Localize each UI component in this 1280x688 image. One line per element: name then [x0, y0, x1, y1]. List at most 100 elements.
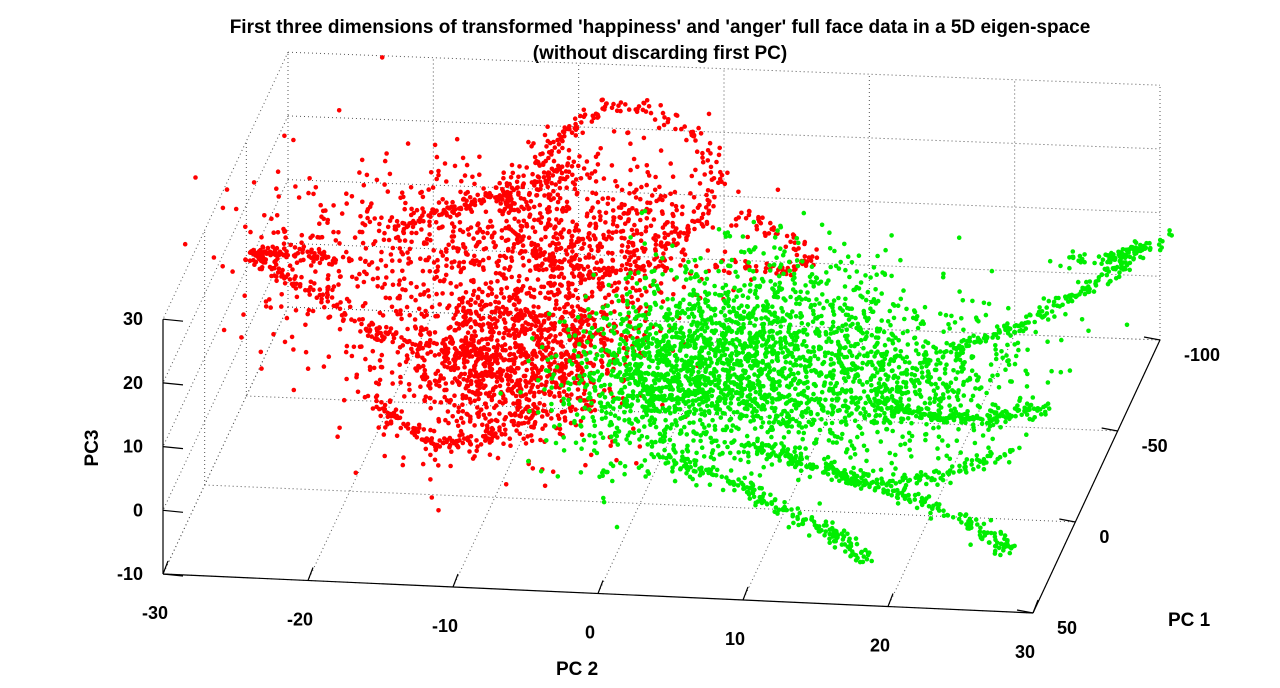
data-point: [543, 295, 548, 301]
data-point: [400, 220, 405, 226]
data-point: [802, 254, 808, 259]
data-point: [592, 423, 598, 429]
data-point: [497, 399, 503, 405]
data-point: [829, 420, 835, 426]
data-point: [489, 334, 495, 339]
data-point: [728, 396, 734, 401]
data-point: [448, 214, 453, 220]
data-point: [271, 230, 277, 235]
data-point: [705, 158, 711, 163]
data-point: [668, 256, 674, 261]
data-point: [444, 257, 450, 262]
data-point: [325, 292, 331, 298]
data-point: [653, 242, 659, 247]
data-point: [804, 332, 810, 337]
data-point: [700, 155, 705, 160]
data-point: [590, 205, 595, 210]
data-point: [303, 349, 309, 355]
data-point: [747, 387, 753, 393]
data-point: [738, 358, 743, 364]
data-point: [377, 221, 382, 227]
data-point: [299, 232, 305, 238]
data-point: [703, 431, 708, 437]
data-point: [811, 391, 816, 397]
data-point: [610, 399, 616, 405]
data-point: [720, 427, 726, 433]
data-point: [757, 284, 762, 290]
data-point: [367, 219, 373, 225]
data-point: [306, 307, 312, 313]
data-point: [729, 223, 734, 228]
data-point: [605, 367, 610, 373]
data-point: [595, 112, 600, 117]
data-point: [709, 189, 715, 194]
data-point: [570, 322, 575, 328]
data-point: [622, 464, 628, 469]
data-point: [649, 444, 655, 449]
data-point: [506, 246, 511, 252]
data-point: [514, 428, 519, 433]
data-point: [675, 241, 680, 246]
data-point: [536, 304, 541, 310]
data-point: [361, 279, 367, 285]
data-point: [283, 252, 288, 258]
data-point: [596, 328, 601, 333]
data-point: [723, 383, 728, 388]
data-point: [531, 304, 536, 309]
data-point: [402, 394, 407, 399]
data-point: [513, 393, 519, 399]
data-point: [353, 470, 359, 476]
data-point: [633, 195, 639, 200]
data-point: [828, 356, 834, 362]
data-point: [528, 433, 534, 438]
data-point: [669, 363, 674, 369]
data-point: [408, 212, 414, 218]
data-point: [741, 322, 746, 327]
data-point: [585, 264, 591, 270]
data-point: [425, 351, 430, 356]
data-point: [604, 410, 609, 416]
data-point: [410, 341, 415, 347]
data-point: [275, 169, 281, 174]
data-point: [519, 248, 524, 254]
data-point: [574, 222, 579, 228]
data-point: [626, 107, 632, 112]
data-point: [642, 241, 647, 246]
data-point: [536, 327, 541, 333]
data-point: [697, 202, 702, 208]
data-point: [510, 316, 515, 322]
data-point: [347, 304, 353, 310]
data-point: [648, 110, 654, 116]
data-point: [432, 330, 438, 335]
data-point: [652, 417, 658, 423]
data-point: [376, 425, 382, 430]
data-point: [545, 138, 551, 144]
data-point: [434, 154, 440, 160]
data-point: [830, 520, 835, 525]
data-point: [468, 434, 474, 439]
data-point: [511, 352, 517, 357]
data-point: [689, 269, 694, 274]
data-point: [753, 317, 759, 322]
data-point: [394, 433, 400, 439]
x-tick-mark: [1032, 599, 1039, 614]
data-point: [470, 389, 475, 395]
data-point: [517, 273, 522, 279]
data-point: [623, 334, 629, 340]
data-point: [484, 357, 490, 363]
data-point: [421, 282, 426, 287]
data-point: [258, 349, 264, 355]
data-point: [495, 318, 500, 324]
data-point: [693, 167, 698, 173]
data-point: [428, 427, 433, 433]
data-point: [463, 191, 469, 196]
data-point: [402, 206, 408, 212]
data-point: [182, 241, 188, 247]
data-point: [770, 336, 776, 342]
data-point: [431, 260, 437, 265]
data-point: [441, 376, 447, 381]
data-point: [599, 340, 604, 345]
data-point: [727, 317, 732, 322]
data-point: [289, 334, 295, 340]
y-tick-mark: [1016, 609, 1034, 614]
